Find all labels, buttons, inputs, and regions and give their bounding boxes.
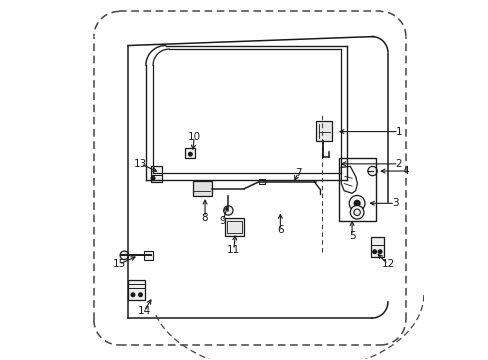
Circle shape	[371, 249, 376, 254]
Circle shape	[130, 292, 135, 297]
Circle shape	[349, 206, 363, 219]
Bar	[370, 237, 384, 257]
Bar	[224, 219, 244, 235]
Bar	[258, 179, 265, 184]
Bar	[144, 251, 153, 260]
Text: 8: 8	[202, 213, 208, 222]
Bar	[151, 166, 162, 182]
Circle shape	[348, 195, 364, 211]
Text: 12: 12	[381, 259, 394, 269]
Text: 15: 15	[112, 259, 125, 269]
Circle shape	[367, 166, 376, 176]
Circle shape	[353, 200, 360, 207]
Bar	[128, 280, 145, 300]
Circle shape	[187, 152, 192, 157]
Circle shape	[223, 206, 233, 215]
Text: 9: 9	[219, 216, 226, 226]
Text: 11: 11	[226, 245, 240, 255]
Circle shape	[120, 251, 128, 260]
Bar	[338, 158, 376, 221]
Text: 5: 5	[348, 231, 355, 240]
Circle shape	[150, 176, 155, 181]
Text: 3: 3	[391, 198, 398, 208]
Bar	[192, 181, 212, 196]
Bar	[185, 148, 195, 158]
Text: 2: 2	[395, 159, 401, 169]
Text: 7: 7	[294, 168, 301, 178]
Circle shape	[377, 249, 382, 254]
Bar	[226, 221, 242, 233]
Text: 10: 10	[187, 132, 201, 142]
Text: 14: 14	[137, 306, 150, 316]
Text: 13: 13	[134, 159, 147, 169]
Text: 1: 1	[395, 127, 401, 136]
Text: 4: 4	[402, 166, 408, 176]
Bar	[316, 121, 332, 140]
Text: 6: 6	[277, 225, 283, 235]
Circle shape	[138, 292, 142, 297]
